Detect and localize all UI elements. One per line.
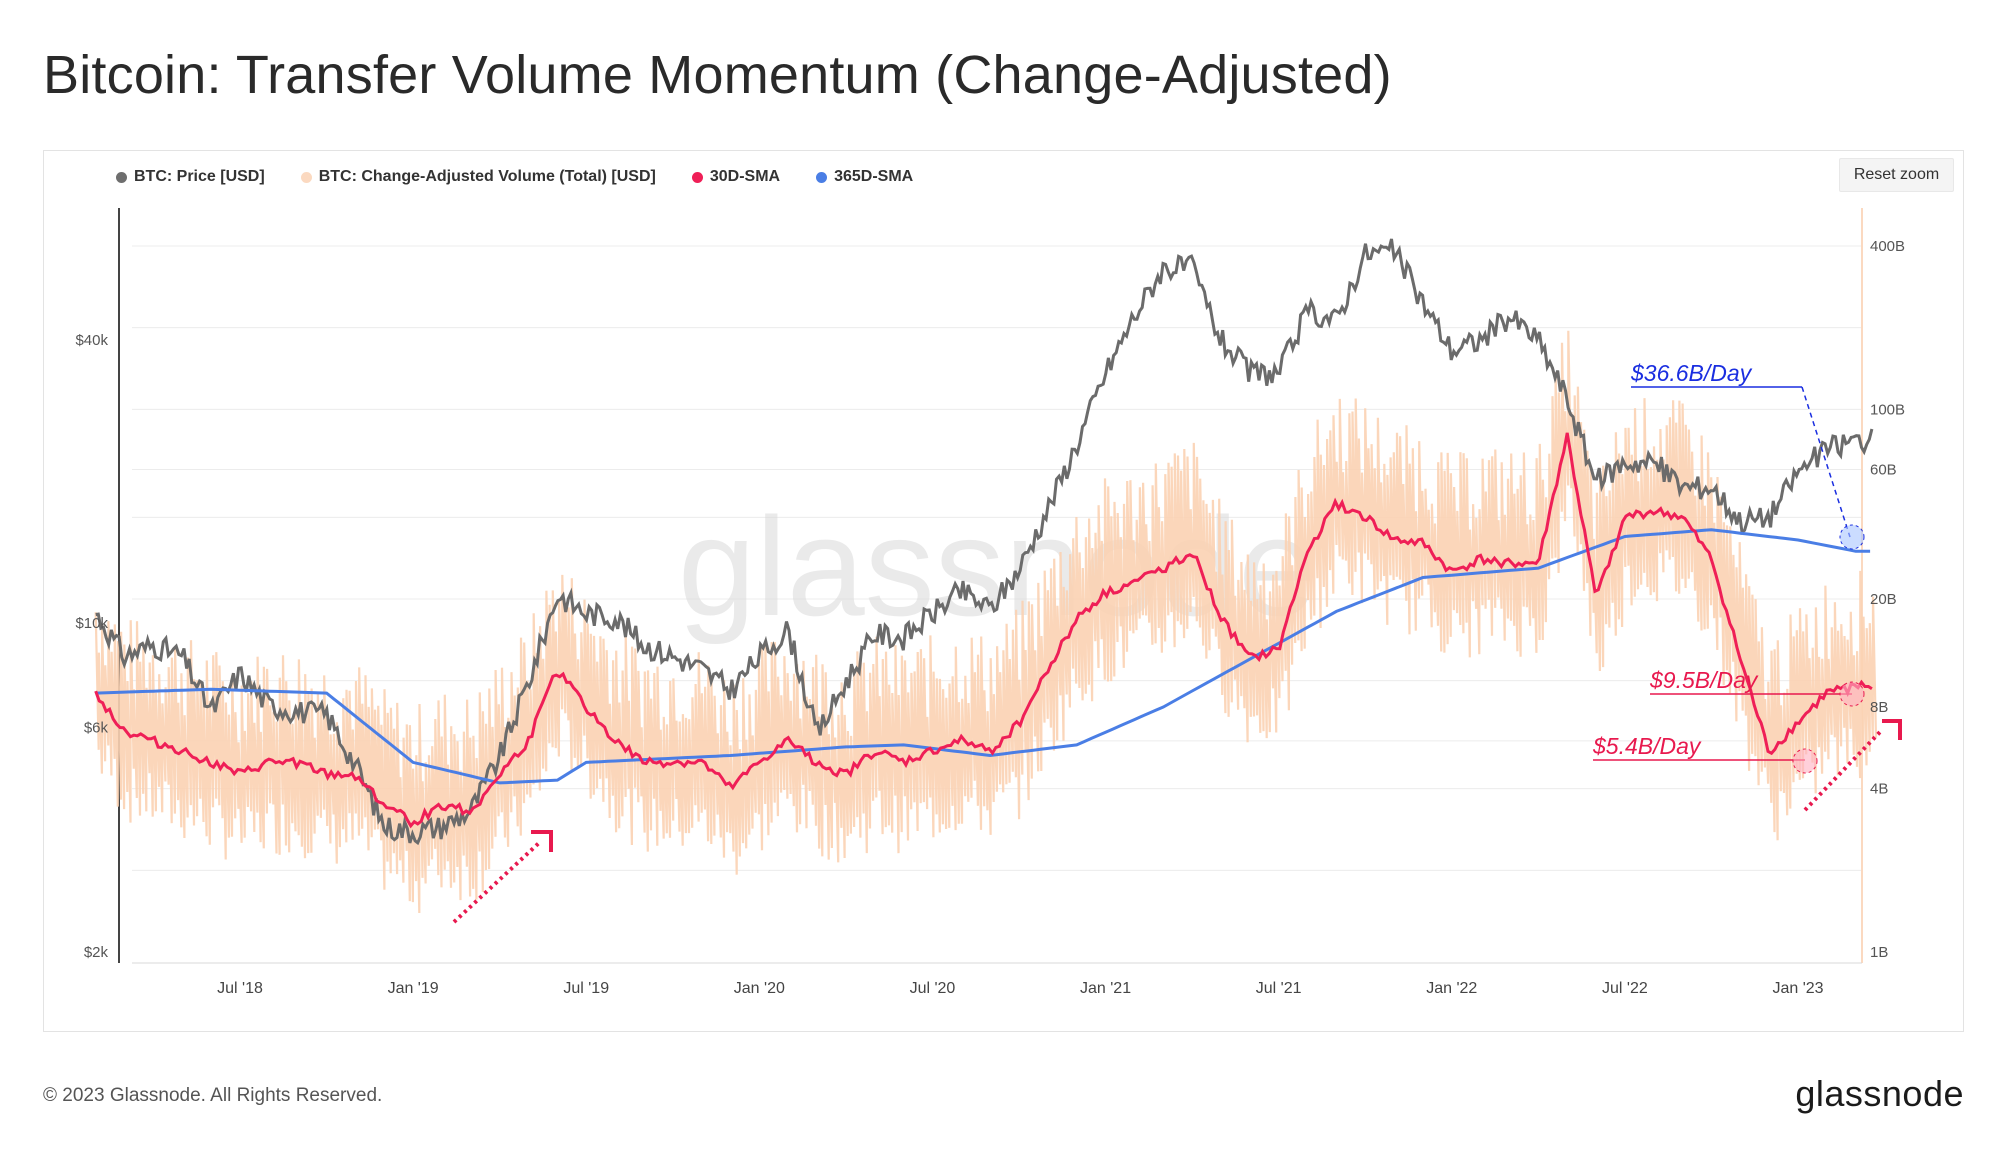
trend-arrow-2019-line — [452, 840, 542, 924]
annotation-36-6b-marker — [1839, 524, 1865, 550]
x-tick-label: Jul '22 — [1602, 980, 1648, 997]
right-tick-label: 100B — [1870, 401, 1905, 418]
right-tick-label: 60B — [1870, 462, 1897, 479]
x-tick-label: Jan '19 — [388, 980, 439, 997]
annotation-9-5b: $9.5B/Day — [1649, 667, 1759, 693]
left-tick-label: $40k — [75, 332, 108, 349]
trend-arrow-2019-head — [531, 830, 553, 852]
legend-dot-30d-sma — [691, 171, 703, 183]
price-series-line — [95, 238, 1874, 846]
brand-logo: glassnode — [1795, 1073, 1964, 1114]
legend-item-30d-sma[interactable]: 30D-SMA — [691, 168, 781, 186]
x-tick-label: Jul '20 — [910, 980, 956, 997]
legend-item-price[interactable]: BTC: Price [USD] — [116, 168, 265, 186]
right-tick-label: 20B — [1870, 591, 1897, 608]
x-tick-label: Jul '18 — [217, 980, 263, 997]
right-tick-label: 1B — [1870, 944, 1888, 961]
reset-zoom-button[interactable]: Reset zoom — [1839, 158, 1954, 192]
x-tick-label: Jan '20 — [734, 980, 785, 997]
right-tick-label: 8B — [1870, 699, 1888, 716]
annotation-9-5b-marker — [1839, 681, 1865, 707]
x-tick-label: Jan '23 — [1772, 980, 1823, 997]
annotation-5-4b-marker — [1792, 748, 1818, 774]
sma-30d-series-line — [94, 432, 1873, 829]
copyright-text: © 2023 Glassnode. All Rights Reserved. — [43, 1085, 383, 1106]
legend-label-price: BTC: Price [USD] — [134, 168, 265, 185]
legend: BTC: Price [USD] BTC: Change-Adjusted Vo… — [116, 168, 913, 186]
legend-dot-price — [116, 171, 127, 183]
legend-item-volume[interactable]: BTC: Change-Adjusted Volume (Total) [USD… — [300, 168, 656, 186]
left-tick-label: $6k — [84, 720, 109, 737]
x-tick-label: Jan '22 — [1426, 980, 1477, 997]
left-tick-label: $2k — [84, 944, 109, 961]
legend-item-365d-sma[interactable]: 365D-SMA — [816, 168, 913, 186]
sma-365d-series-line — [95, 528, 1871, 785]
chart-frame — [43, 150, 1964, 1032]
left-tick-label: $10k — [75, 615, 108, 632]
trend-arrow-2023-head — [1882, 719, 1902, 740]
legend-dot-365d-sma — [816, 171, 828, 183]
x-tick-label: Jul '19 — [563, 980, 609, 997]
annotation-36-6b: $36.6B/Day — [1630, 360, 1753, 386]
x-tick-label: Jan '21 — [1080, 980, 1131, 997]
legend-label-365d-sma: 365D-SMA — [834, 168, 914, 185]
right-tick-label: 4B — [1870, 781, 1888, 798]
legend-dot-volume — [300, 171, 312, 183]
chart-title: Bitcoin: Transfer Volume Momentum (Chang… — [43, 45, 1392, 105]
x-tick-label: Jul '21 — [1256, 980, 1302, 997]
right-tick-label: 400B — [1870, 238, 1905, 255]
annotation-5-4b: $5.4B/Day — [1592, 733, 1702, 759]
legend-label-30d-sma: 30D-SMA — [709, 168, 781, 185]
legend-label-volume: BTC: Change-Adjusted Volume (Total) [USD… — [318, 168, 656, 185]
